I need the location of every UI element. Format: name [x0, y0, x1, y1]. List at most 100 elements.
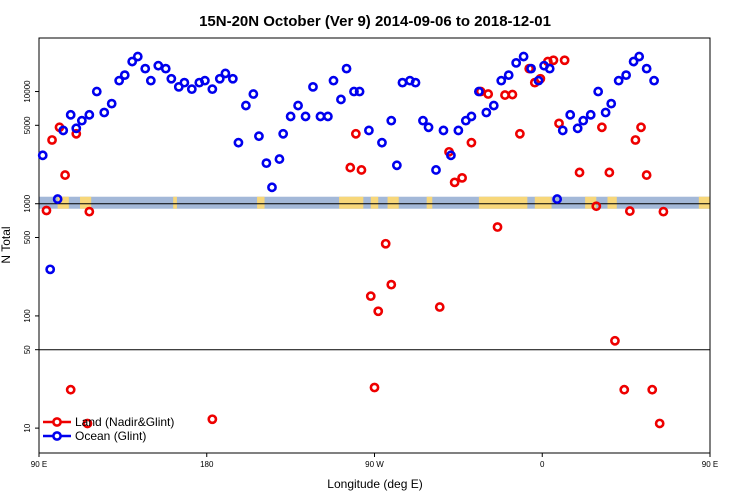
x-tick-label-3: 0 — [540, 460, 545, 469]
ocean-point-0 — [37, 150, 48, 161]
band-land-12 — [698, 196, 710, 209]
ocean-point-28 — [227, 73, 238, 84]
ocean-point-17 — [153, 60, 164, 71]
ocean-point-22 — [186, 84, 197, 95]
land-point-20 — [457, 172, 468, 183]
band-land-4 — [339, 196, 364, 209]
ocean-point-6 — [76, 115, 87, 126]
y-axis: 10 50 100 500 1000 5000 10000 — [23, 80, 39, 433]
y-tick-label-4: 1000 — [23, 194, 32, 212]
land-point-45 — [647, 384, 658, 395]
land-point-26 — [507, 89, 518, 100]
land-point-21 — [466, 137, 477, 148]
land-point-15 — [380, 238, 391, 249]
land-point-41 — [624, 206, 635, 216]
ocean-point-71 — [533, 75, 544, 86]
land-point-1 — [47, 135, 57, 145]
ocean-point-29 — [233, 137, 244, 148]
x-tick-label-1: 180 — [200, 460, 214, 469]
surface-band — [39, 196, 710, 209]
ocean-point-43 — [328, 75, 339, 86]
ocean-point-35 — [274, 154, 285, 164]
land-point-47 — [658, 206, 669, 217]
data-points — [37, 51, 669, 429]
land-point-19 — [449, 177, 460, 188]
ocean-point-30 — [240, 100, 251, 111]
ocean-point-54 — [410, 77, 421, 88]
land-point-9 — [345, 162, 356, 173]
land-point-10 — [350, 128, 361, 139]
ocean-point-83 — [613, 75, 624, 86]
band-land-1 — [80, 196, 92, 209]
land-point-4 — [65, 384, 76, 395]
ocean-point-58 — [438, 125, 449, 136]
band-land-10 — [585, 196, 597, 209]
ocean-point-34 — [267, 182, 277, 193]
ocean-point-45 — [341, 63, 352, 74]
ocean-point-68 — [511, 57, 522, 68]
land-point-36 — [591, 201, 602, 212]
legend-marker-ocean — [52, 431, 62, 441]
ocean-point-11 — [114, 75, 125, 86]
legend-label-land: Land (Nadir&Glint) — [75, 415, 174, 429]
ocean-point-7 — [84, 109, 95, 120]
ocean-point-26 — [214, 73, 225, 84]
ocean-point-46 — [349, 86, 359, 97]
ocean-point-39 — [300, 111, 311, 122]
ocean-point-41 — [315, 111, 326, 122]
ocean-point-57 — [431, 165, 441, 175]
x-axis-label: Longitude (deg E) — [327, 477, 422, 491]
ocean-point-52 — [397, 77, 408, 88]
ocean-point-32 — [254, 131, 264, 142]
ocean-point-55 — [418, 115, 428, 126]
legend-label-ocean: Ocean (Glint) — [75, 429, 146, 443]
ocean-point-70 — [526, 63, 536, 74]
land-point-25 — [500, 90, 510, 100]
band-land-9 — [534, 196, 552, 209]
band-land-0 — [57, 196, 69, 209]
ocean-point-66 — [496, 75, 507, 86]
band-land-8 — [478, 196, 528, 209]
ocean-point-19 — [166, 73, 177, 84]
ocean-point-24 — [199, 75, 210, 86]
ocean-point-69 — [518, 51, 529, 62]
ocean-point-44 — [336, 94, 346, 105]
land-point-24 — [492, 222, 503, 232]
ocean-point-87 — [641, 63, 652, 74]
ocean-point-84 — [621, 70, 632, 81]
ocean-point-47 — [354, 86, 365, 97]
ocean-point-85 — [628, 56, 639, 67]
band-land-3 — [257, 196, 265, 209]
ocean-point-73 — [544, 63, 555, 74]
ocean-point-25 — [207, 84, 218, 95]
land-point-14 — [373, 306, 384, 317]
band-land-5 — [370, 196, 379, 209]
ocean-point-27 — [220, 68, 231, 79]
ocean-point-40 — [308, 81, 318, 92]
y-tick-label-3: 500 — [23, 230, 32, 244]
land-point-43 — [636, 122, 646, 133]
ocean-point-42 — [323, 111, 333, 122]
land-point-44 — [641, 170, 652, 180]
ocean-point-18 — [160, 63, 171, 74]
land-point-35 — [574, 167, 585, 178]
ocean-point-67 — [503, 70, 514, 81]
ocean-point-82 — [606, 98, 617, 109]
x-tick-label-2: 90 W — [365, 460, 384, 469]
ocean-point-80 — [593, 86, 604, 97]
land-point-11 — [356, 165, 367, 175]
ocean-point-63 — [473, 86, 484, 97]
legend-marker-land — [52, 417, 62, 427]
land-point-13 — [369, 382, 380, 393]
ocean-point-64 — [481, 107, 492, 118]
ocean-point-78 — [578, 115, 589, 126]
legend: Land (Nadir&Glint)Ocean (Glint) — [43, 415, 174, 443]
land-point-3 — [60, 170, 70, 180]
ocean-point-14 — [132, 51, 143, 62]
land-point-8 — [207, 414, 218, 425]
land-point-46 — [654, 418, 665, 429]
land-point-12 — [365, 291, 376, 302]
band-land-11 — [607, 196, 617, 209]
land-point-34 — [559, 55, 570, 66]
y-tick-label-6: 10000 — [23, 80, 32, 103]
